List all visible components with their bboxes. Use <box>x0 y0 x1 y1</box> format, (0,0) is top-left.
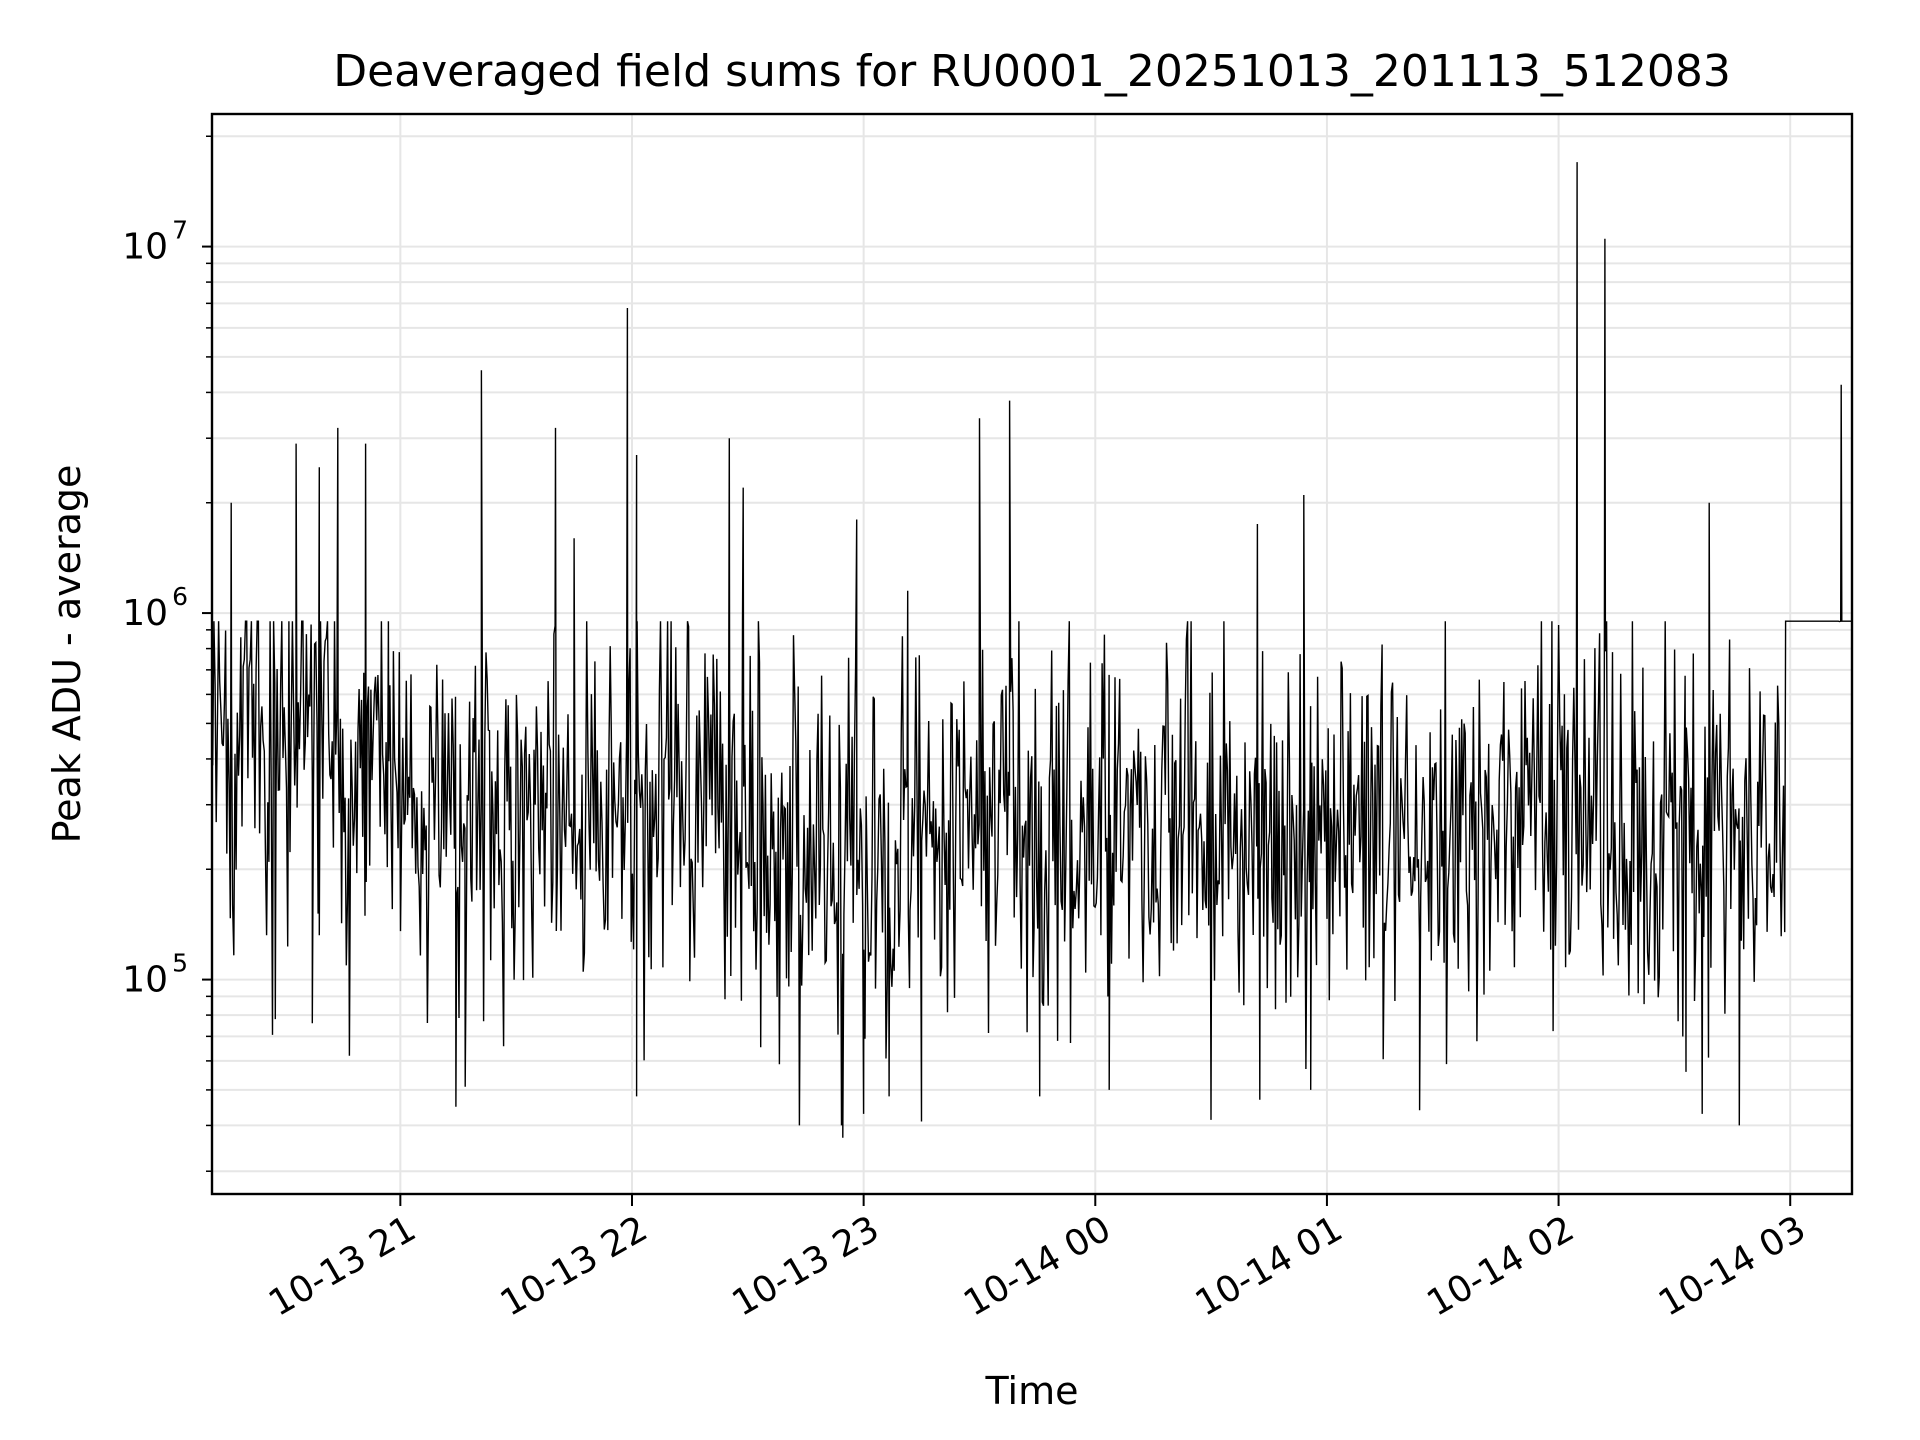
y-tick-base: 10 <box>122 227 168 268</box>
y-tick-label: 10 <box>122 593 168 634</box>
y-tick-label: 10 <box>122 960 168 1001</box>
y-tick-exponent: 5 <box>172 949 188 978</box>
y-tick-base: 10 <box>122 960 168 1001</box>
y-axis-label: Peak ADU - average <box>45 465 89 844</box>
series-layer <box>212 162 1852 1138</box>
chart-title: Deaveraged field sums for RU0001_2025101… <box>333 46 1731 97</box>
y-tick-base: 10 <box>122 593 168 634</box>
y-tick-exponent: 7 <box>172 216 188 245</box>
y-tick-exponent: 6 <box>172 582 188 611</box>
series-line <box>212 162 1852 1138</box>
x-axis-label: Time <box>985 1369 1079 1413</box>
plot-frame <box>210 112 1854 1196</box>
y-tick-label: 10 <box>122 227 168 268</box>
